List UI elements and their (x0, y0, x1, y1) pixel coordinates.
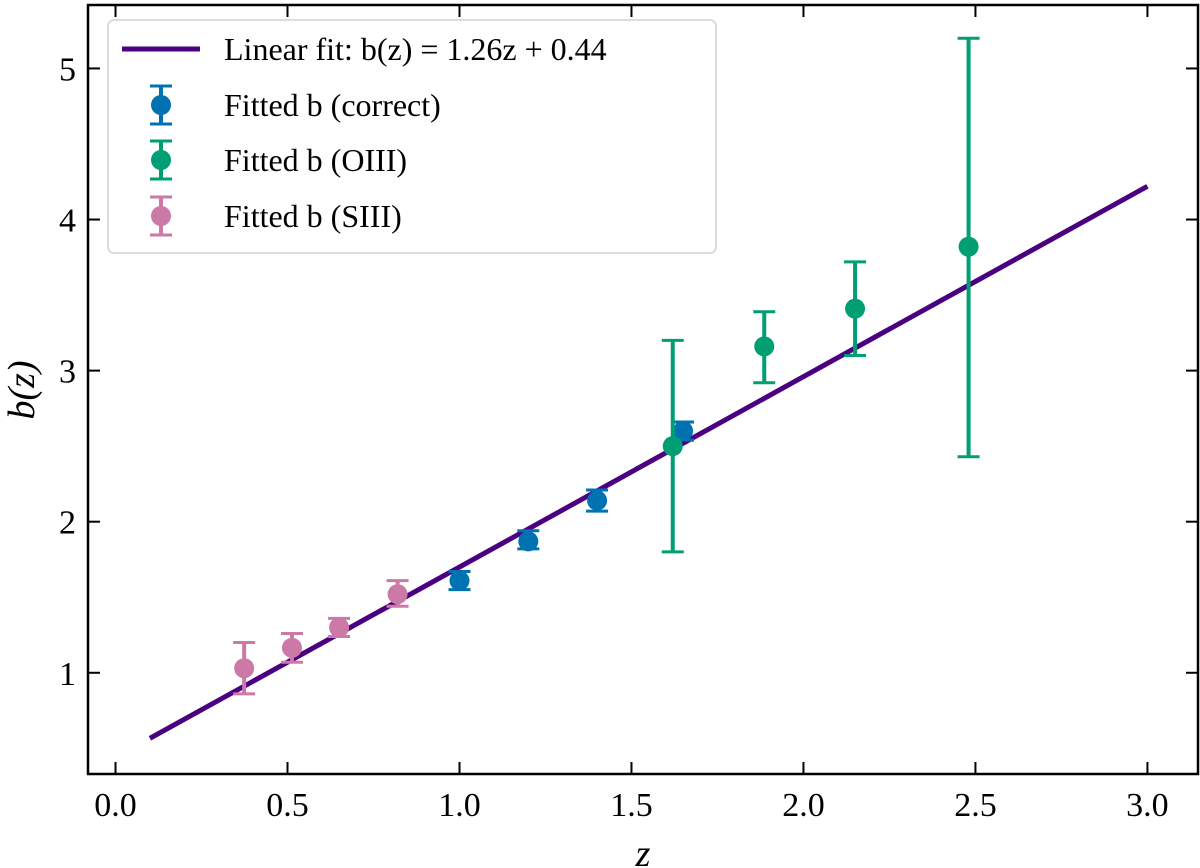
plot-frame (86, 3, 1200, 776)
data-point-marker (518, 531, 539, 552)
data-point-marker (329, 617, 350, 638)
x-tick-label: 2.5 (954, 787, 997, 824)
data-point-marker (754, 336, 775, 357)
y-tick-label: 2 (59, 505, 76, 542)
legend-swatch-marker (151, 95, 171, 115)
legend: Linear fit: b(z) = 1.26z + 0.44 Fitted b… (107, 19, 717, 254)
x-tick-label: 1.5 (610, 787, 653, 824)
data-point-marker (662, 436, 683, 457)
series-1 (661, 36, 980, 554)
legend-box (107, 19, 717, 254)
y-tick-label: 4 (59, 203, 76, 240)
data-point-marker (387, 584, 408, 605)
legend-siii-label: Fitted b (SIII) (224, 198, 402, 234)
data-point-marker (449, 570, 470, 591)
data-point-marker (673, 421, 694, 442)
y-tick-label: 1 (59, 656, 76, 693)
x-tick-label: 1.0 (438, 787, 481, 824)
data-point-marker (281, 637, 302, 658)
x-tick-label: 3.0 (1126, 787, 1169, 824)
legend-correct-label: Fitted b (correct) (224, 87, 441, 123)
data-point-marker (234, 658, 255, 679)
series-2 (233, 579, 409, 696)
data-point-marker (845, 298, 866, 319)
legend-swatch-marker (151, 206, 171, 226)
x-tick-label: 0.0 (94, 787, 137, 824)
legend-swatch-marker (151, 150, 171, 170)
x-tick-label: 2.0 (782, 787, 825, 824)
x-axis-label: z (635, 833, 651, 868)
series-0 (448, 420, 695, 592)
y-tick-label: 3 (59, 354, 76, 391)
y-axis-label: b(z) (1, 360, 43, 419)
y-tick-label: 5 (59, 51, 76, 88)
data-point-marker (958, 236, 979, 257)
legend-fit-label: Linear fit: b(z) = 1.26z + 0.44 (224, 31, 607, 67)
fit-line (148, 184, 1149, 741)
x-tick-label: 0.5 (266, 787, 309, 824)
legend-oiii-label: Fitted b (OIII) (224, 142, 407, 178)
data-point-marker (587, 490, 608, 511)
